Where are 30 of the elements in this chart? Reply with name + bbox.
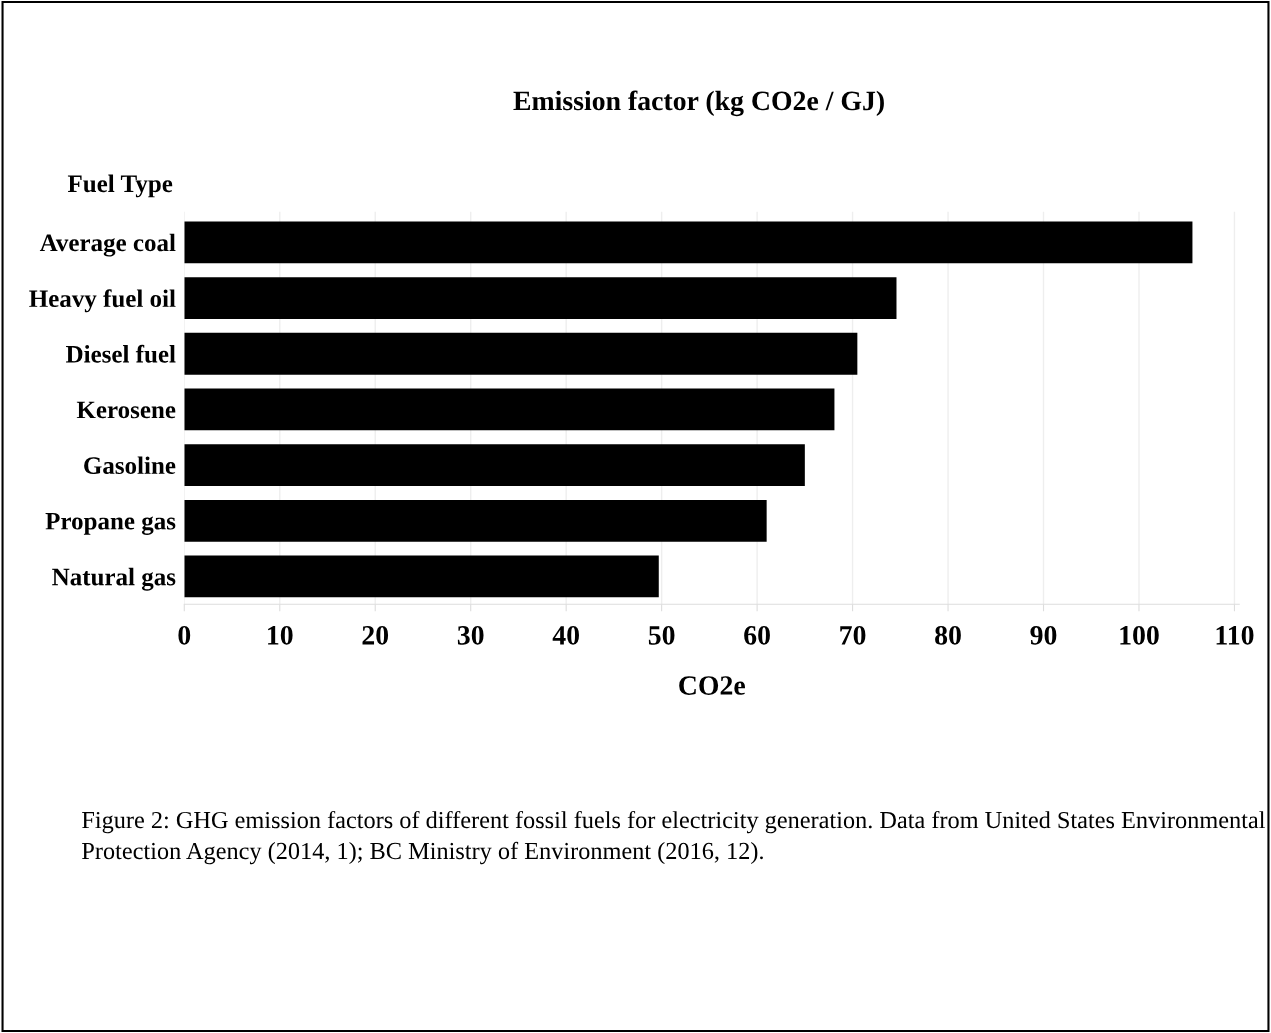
bar	[184, 499, 767, 542]
bar	[184, 332, 858, 375]
x-tick-label: 60	[744, 625, 770, 645]
chart-title: Emission factor (kg CO2e / GJ)	[513, 90, 884, 117]
y-tick-label: Natural gas	[52, 567, 176, 591]
y-axis-title: Fuel Type	[67, 174, 173, 198]
y-tick-label: Propane gas	[45, 512, 176, 535]
y-tick-label: Gasoline	[84, 456, 176, 475]
y-tick-label: Heavy fuel oil	[29, 289, 176, 313]
x-tick-label: 70	[840, 625, 866, 645]
x-tick-label: 0	[178, 625, 191, 645]
bar	[184, 221, 1193, 264]
y-tick-label: Average coal	[39, 233, 176, 257]
x-tick-label: 40	[552, 625, 579, 645]
x-tick-label: 10	[268, 625, 293, 645]
bar	[184, 555, 659, 598]
y-tick-label: Kerosene	[76, 401, 176, 419]
x-tick-label: 80	[935, 625, 961, 645]
x-tick-label: 100	[1120, 625, 1159, 645]
x-tick-label: 110	[1216, 625, 1254, 645]
y-tick-label: Diesel fuel	[66, 344, 176, 363]
x-tick-label: 20	[362, 625, 389, 645]
bar	[184, 388, 835, 431]
bar	[184, 277, 897, 319]
bar	[184, 444, 805, 486]
x-tick-label: 30	[457, 625, 484, 645]
x-axis-title: CO2e	[679, 676, 745, 695]
x-tick-label: 50	[648, 625, 675, 645]
x-tick-label: 90	[1030, 625, 1057, 645]
caption: Figure 2: GHG emission factors of different fossil fuels for electricity generation. Data from United States Environmental Protection Agency (2014, 1); BC Ministry of Environment (2016, 12).	[82, 810, 1265, 865]
